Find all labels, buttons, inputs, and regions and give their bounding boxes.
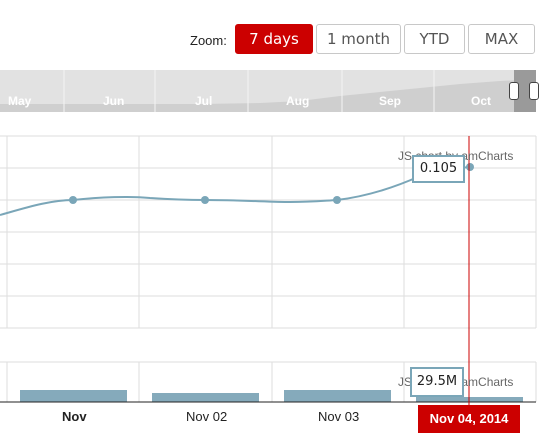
zoom-1-month-button[interactable]: 1 month bbox=[316, 24, 401, 54]
scrollbar-left-grip-icon[interactable] bbox=[509, 82, 519, 100]
main-panel-grid bbox=[0, 135, 537, 329]
navigator-month-label: Jul bbox=[195, 94, 213, 108]
x-axis-label: Nov bbox=[62, 409, 87, 424]
navigator-month-label: Sep bbox=[379, 94, 402, 108]
value-balloon: 0.105 bbox=[412, 155, 465, 183]
scrollbar-right-grip-icon[interactable] bbox=[529, 82, 539, 100]
data-point[interactable] bbox=[333, 196, 341, 204]
navigator-month-label: May bbox=[8, 94, 32, 108]
cursor-date-label: Nov 04, 2014 bbox=[418, 405, 520, 433]
data-point[interactable] bbox=[201, 196, 209, 204]
zoom-7-days-button[interactable]: 7 days bbox=[235, 24, 313, 54]
volume-bar[interactable] bbox=[152, 393, 259, 402]
zoom-label: Zoom: bbox=[190, 33, 227, 48]
x-axis-label: Nov 03 bbox=[318, 409, 360, 424]
data-point[interactable] bbox=[466, 163, 474, 171]
x-axis-label: Nov 02 bbox=[186, 409, 228, 424]
price-line bbox=[0, 166, 471, 216]
data-point[interactable] bbox=[69, 196, 77, 204]
volume-panel-grid bbox=[0, 361, 537, 402]
volume-bar[interactable] bbox=[284, 390, 391, 402]
navigator-graph bbox=[0, 70, 536, 112]
zoom-bar: Zoom: 7 days 1 month YTD MAX bbox=[0, 24, 555, 56]
navigator-month-label: Oct bbox=[471, 94, 492, 108]
zoom-max-button[interactable]: MAX bbox=[468, 24, 535, 54]
volume-balloon: 29.5M bbox=[410, 367, 464, 397]
volume-bar[interactable] bbox=[20, 390, 127, 402]
scrollbar-navigator[interactable]: May Jun Jul Aug Sep Oct bbox=[0, 70, 536, 112]
navigator-month-label: Jun bbox=[103, 94, 125, 108]
navigator-month-label: Aug bbox=[286, 94, 310, 108]
zoom-ytd-button[interactable]: YTD bbox=[404, 24, 465, 54]
